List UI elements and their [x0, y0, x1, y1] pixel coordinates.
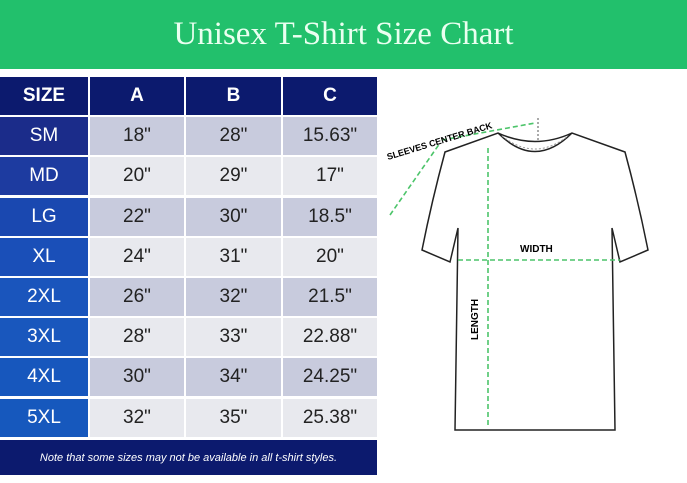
size-cell: SIZE: [0, 77, 88, 115]
table-header: SIZE A B C: [0, 77, 377, 115]
measure-cell: 25.38": [283, 398, 377, 437]
table-row: MD 20" 29" 17": [0, 157, 377, 196]
tshirt-outline: [421, 132, 649, 431]
measure-cell: A: [90, 77, 184, 115]
measure-cell: 33": [186, 318, 281, 357]
measure-cell: 32": [186, 277, 281, 316]
table-row: SM 18" 28" 15.63": [0, 117, 377, 156]
measure-cell: 28": [90, 318, 184, 357]
tshirt-diagram: SLEEVES CENTER BACK WIDTH LENGTH: [386, 118, 649, 431]
size-cell: 4XL: [0, 358, 88, 397]
measure-cell: 20": [283, 237, 377, 276]
measure-cell: 35": [186, 398, 281, 437]
size-table: SIZE A B C SM 18" 28" 15.63" MD 20" 29" 17" LG 22" 30"…: [0, 77, 377, 439]
measure-cell: B: [186, 77, 281, 115]
width-label: WIDTH: [520, 244, 553, 255]
availability-note: Note that some sizes may not be availabl…: [0, 440, 377, 475]
measure-cell: 22": [90, 197, 184, 236]
table-row: LG 22" 30" 18.5": [0, 197, 377, 236]
size-cell: MD: [0, 157, 88, 196]
measure-cell: 17": [283, 157, 377, 196]
measure-cell: 22.88": [283, 318, 377, 357]
page-title: Unisex T-Shirt Size Chart: [173, 16, 514, 52]
measure-cell: 29": [186, 157, 281, 196]
measure-cell: 24.25": [283, 358, 377, 397]
measure-cell: 15.63": [283, 117, 377, 156]
measure-cell: 18": [90, 117, 184, 156]
measure-cell: 30": [186, 197, 281, 236]
length-label: LENGTH: [470, 299, 481, 340]
measure-cell: 26": [90, 277, 184, 316]
measure-cell: C: [283, 77, 377, 115]
table-row: 5XL 32" 35" 25.38": [0, 398, 377, 437]
measure-cell: 21.5": [283, 277, 377, 316]
size-cell: 5XL: [0, 398, 88, 437]
measure-cell: 30": [90, 358, 184, 397]
measure-cell: 18.5": [283, 197, 377, 236]
title-banner: Unisex T-Shirt Size Chart: [0, 0, 687, 69]
measure-cell: 20": [90, 157, 184, 196]
size-cell: XL: [0, 237, 88, 276]
measure-cell: 28": [186, 117, 281, 156]
measure-cell: 31": [186, 237, 281, 276]
table-row: XL 24" 31" 20": [0, 237, 377, 276]
table-row: 4XL 30" 34" 24.25": [0, 358, 377, 397]
measure-cell: 32": [90, 398, 184, 437]
table-row: 2XL 26" 32" 21.5": [0, 277, 377, 316]
sleeve-arrow: [389, 142, 441, 216]
size-cell: SM: [0, 117, 88, 156]
size-cell: LG: [0, 197, 88, 236]
measure-cell: 34": [186, 358, 281, 397]
measure-cell: 24": [90, 237, 184, 276]
size-cell: 3XL: [0, 318, 88, 357]
table-row: 3XL 28" 33" 22.88": [0, 318, 377, 357]
size-cell: 2XL: [0, 277, 88, 316]
